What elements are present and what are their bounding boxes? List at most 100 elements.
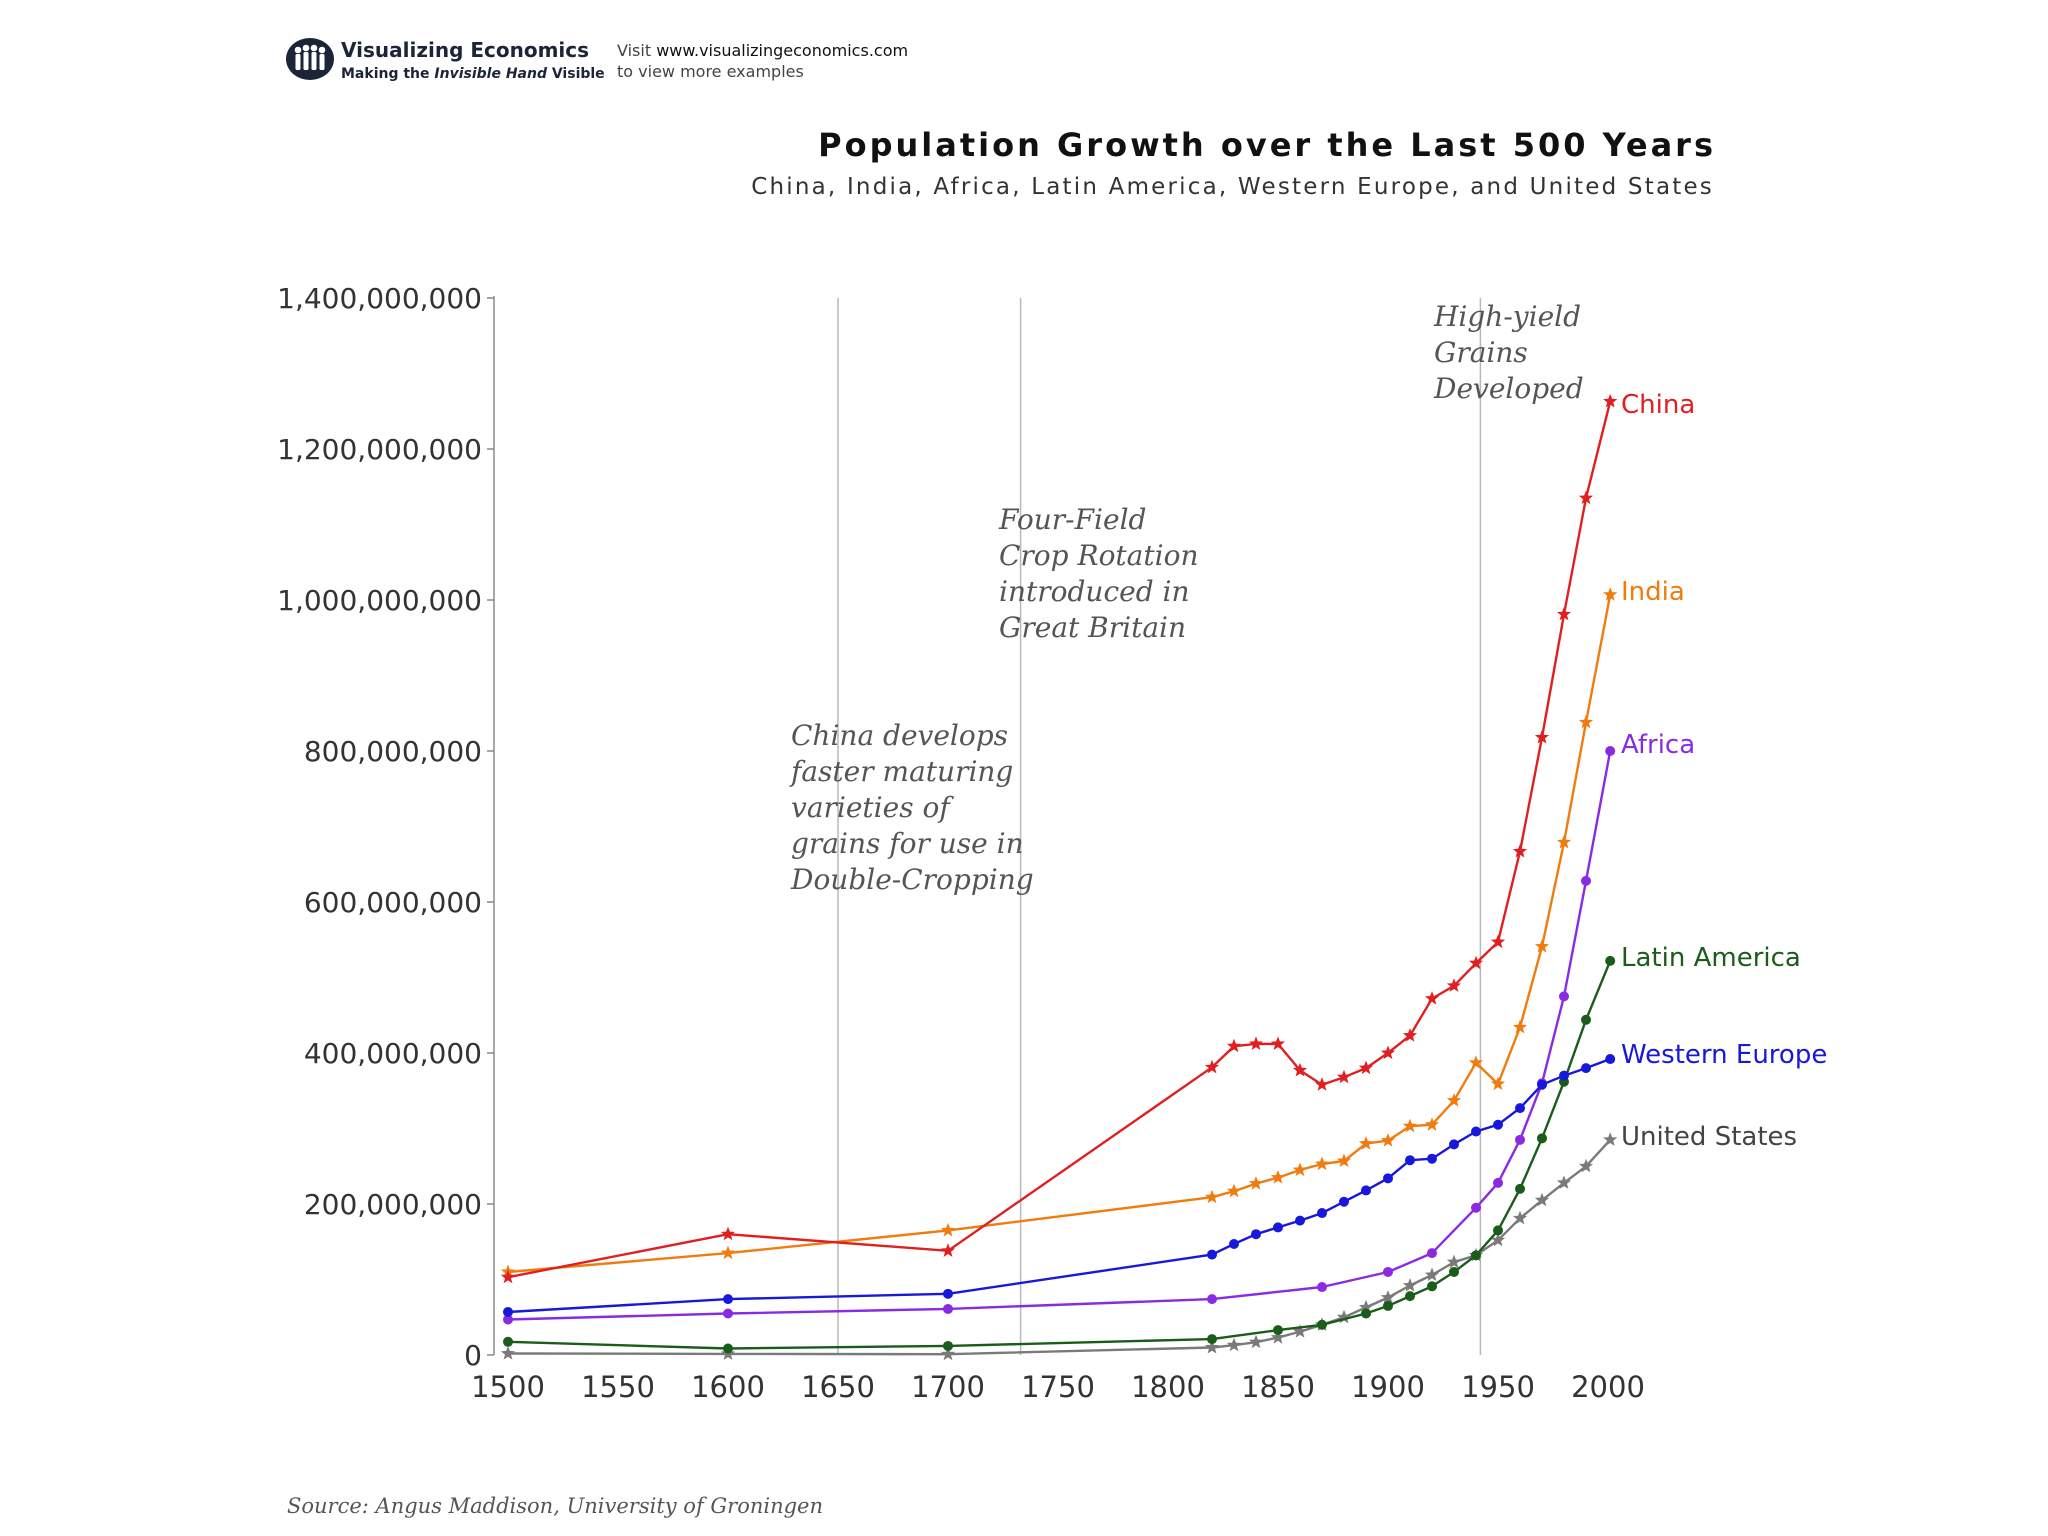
data-point xyxy=(1534,1192,1550,1207)
data-point xyxy=(1512,1210,1528,1225)
x-tick-label: 1650 xyxy=(801,1370,875,1404)
data-point xyxy=(1402,1118,1418,1133)
data-point xyxy=(1446,1254,1462,1269)
data-point xyxy=(1446,978,1462,992)
series-layer xyxy=(500,393,1618,1361)
annotation-line-text: grains for use in xyxy=(791,827,1024,860)
data-point xyxy=(943,1340,953,1351)
annotation-line-text: Developed xyxy=(1433,372,1584,405)
annotation-line-text: introduced in xyxy=(999,575,1190,608)
data-point xyxy=(1270,1036,1286,1050)
data-point xyxy=(1248,1036,1264,1050)
data-point xyxy=(1336,1309,1352,1324)
annotation-text-3: High-yield Grains Developed xyxy=(1433,300,1584,405)
data-point xyxy=(1405,1155,1415,1166)
series-africa xyxy=(503,746,1616,1325)
y-tick-label: 0 xyxy=(464,1339,482,1372)
data-point xyxy=(1581,1014,1591,1025)
data-point xyxy=(1581,875,1591,886)
brand-tagline: Making the Invisible Hand Visible xyxy=(341,66,605,82)
series-line-united-states xyxy=(507,1138,1612,1356)
data-point xyxy=(1383,1266,1393,1277)
annotation-text-1: China develops faster maturing varieties o… xyxy=(789,719,1034,896)
data-point xyxy=(1251,1229,1261,1240)
data-point xyxy=(1358,1136,1374,1150)
data-point xyxy=(1317,1319,1327,1330)
chart-title: Population Growth over the Last 500 Year… xyxy=(818,126,1716,164)
data-point xyxy=(1471,1126,1481,1137)
series-china xyxy=(500,393,1618,1284)
data-point xyxy=(1490,1076,1506,1090)
data-point xyxy=(1358,1299,1374,1314)
data-point xyxy=(1204,1340,1220,1354)
data-point xyxy=(1449,1139,1459,1150)
x-tick-label: 1700 xyxy=(911,1370,985,1404)
data-point xyxy=(1424,1117,1440,1131)
data-point xyxy=(1336,1153,1352,1167)
y-tick-label: 400,000,000 xyxy=(304,1037,482,1070)
data-point xyxy=(1204,1059,1220,1074)
series-label-africa: Africa xyxy=(1621,730,1695,760)
data-point xyxy=(1361,1308,1371,1319)
data-point xyxy=(1405,1291,1415,1302)
annotation-line-text: High-yield xyxy=(1433,300,1581,333)
y-tick-label: 600,000,000 xyxy=(304,886,482,919)
data-point xyxy=(1229,1239,1239,1250)
y-tick-label: 1,000,000,000 xyxy=(277,584,482,617)
series-latin-america xyxy=(503,955,1616,1354)
data-point xyxy=(1383,1173,1393,1184)
series-western-europe xyxy=(503,1054,1616,1317)
series-labels: China India Africa Latin America Western Eur… xyxy=(1621,390,1827,1152)
data-point xyxy=(1292,1324,1308,1338)
data-point xyxy=(1556,834,1572,849)
data-point xyxy=(1427,1248,1437,1259)
data-point xyxy=(1515,1134,1525,1145)
x-tick-label: 1850 xyxy=(1241,1370,1315,1404)
data-point xyxy=(1578,714,1594,729)
data-point xyxy=(1402,1028,1418,1042)
data-point xyxy=(1295,1215,1305,1226)
data-point xyxy=(503,1306,513,1317)
data-point xyxy=(1424,991,1440,1005)
data-point xyxy=(1468,1055,1484,1069)
data-point xyxy=(1603,393,1618,408)
annotation-text-2: Four-Field Crop Rotation introduced in Grea… xyxy=(998,503,1198,644)
data-point xyxy=(1339,1196,1349,1207)
data-point xyxy=(1559,991,1569,1002)
annotation-lines xyxy=(837,298,1482,1355)
y-tick-label: 1,400,000,000 xyxy=(277,282,482,315)
annotation-line-text: faster maturing xyxy=(789,755,1013,788)
data-point xyxy=(1534,939,1550,953)
data-point xyxy=(723,1294,733,1305)
data-point xyxy=(1383,1300,1393,1311)
data-point xyxy=(1204,1189,1220,1204)
data-point xyxy=(1207,1249,1217,1260)
y-tick-label: 1,200,000,000 xyxy=(277,433,482,466)
data-point xyxy=(1207,1294,1217,1305)
data-point xyxy=(1493,1119,1503,1130)
annotation-line-text: Grains xyxy=(1434,336,1528,369)
annotation-line-text: Double-Cropping xyxy=(790,863,1034,896)
data-point xyxy=(1226,1337,1242,1352)
visit-url-link[interactable]: www.visualizingeconomics.com xyxy=(656,41,909,60)
data-point xyxy=(1537,1079,1547,1090)
data-point xyxy=(1605,1054,1616,1065)
data-point xyxy=(720,1226,736,1241)
data-point xyxy=(1468,955,1484,970)
x-tick-label: 1750 xyxy=(1021,1370,1095,1404)
series-line-india xyxy=(507,594,1612,1274)
data-point xyxy=(500,1346,516,1360)
data-point xyxy=(1336,1069,1352,1084)
x-tick-label: 1900 xyxy=(1351,1370,1425,1404)
data-point xyxy=(943,1288,953,1299)
data-point xyxy=(1556,1175,1572,1189)
source-note: Source: Angus Maddison, University of Gr… xyxy=(287,1494,824,1518)
data-point xyxy=(1248,1334,1264,1349)
data-point xyxy=(503,1336,513,1347)
data-point xyxy=(1314,1156,1330,1171)
data-point xyxy=(1490,1232,1506,1247)
data-point xyxy=(1537,1133,1547,1144)
y-tick-label: 800,000,000 xyxy=(304,735,482,768)
x-tick-label: 1950 xyxy=(1461,1370,1535,1404)
data-point xyxy=(1292,1062,1308,1077)
